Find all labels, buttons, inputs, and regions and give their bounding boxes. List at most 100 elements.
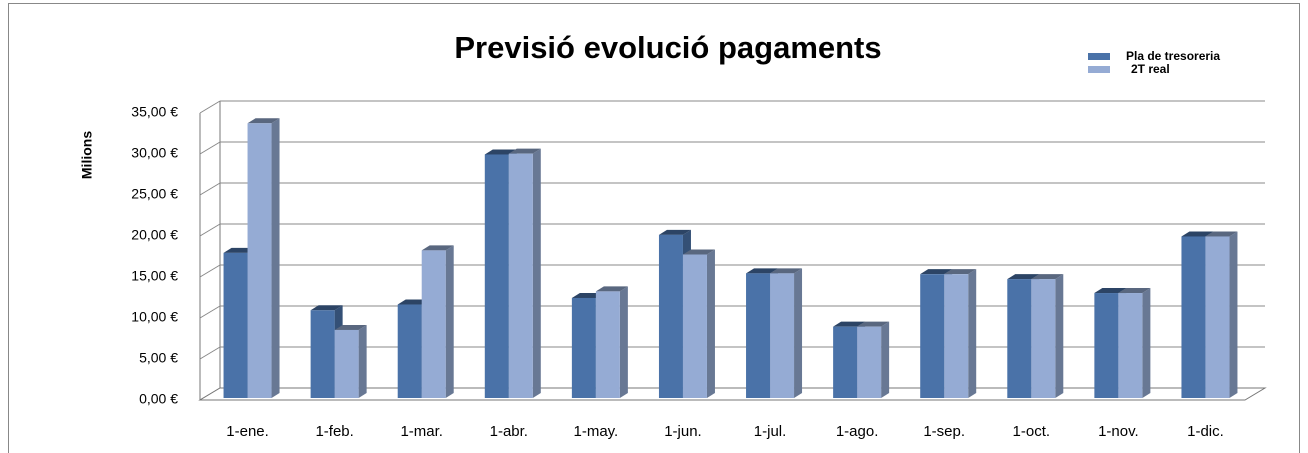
y-tick-label: 20,00 €: [131, 227, 178, 243]
bar: [334, 324, 367, 398]
bar: [682, 249, 715, 398]
bar-side: [358, 324, 367, 398]
bar-front: [682, 254, 707, 398]
bar-side: [445, 245, 454, 398]
bar-front: [1031, 279, 1056, 398]
bar-front: [484, 154, 509, 398]
x-tick-label: 1-jul.: [754, 423, 787, 440]
grid-line-side: [199, 182, 221, 196]
bar: [247, 118, 280, 399]
bar-top: [944, 269, 977, 275]
bar-side: [532, 148, 541, 398]
bar-top: [310, 305, 343, 311]
bar-front: [1007, 279, 1032, 398]
x-tick-label: 1-mar.: [400, 423, 443, 440]
bar-top: [508, 148, 541, 154]
bar-side: [1142, 288, 1151, 398]
x-tick-label: 1-oct.: [1013, 423, 1051, 440]
y-tick-label: 0,00 €: [139, 391, 178, 407]
x-tick-label: 1-ago.: [836, 423, 879, 440]
bar-front: [397, 304, 422, 398]
bar: [1205, 231, 1238, 398]
bar-front: [746, 273, 771, 398]
bar-front: [247, 123, 272, 399]
bar-top: [833, 321, 866, 327]
bar-front: [508, 153, 533, 398]
bar-side: [1229, 231, 1238, 398]
grid-line-side: [199, 100, 221, 114]
bar-front: [223, 252, 248, 398]
y-tick-label: 5,00 €: [139, 350, 178, 366]
bar-top: [1181, 231, 1214, 237]
grid-line-side: [199, 141, 221, 155]
bar-top: [682, 249, 715, 255]
x-tick-label: 1-may.: [574, 423, 619, 440]
y-tick-label: 15,00 €: [131, 268, 178, 284]
bar-side: [881, 321, 890, 398]
bar-front: [770, 273, 795, 398]
y-axis-label: Milions: [79, 131, 95, 179]
bar-top: [1094, 288, 1127, 294]
bar-top: [857, 321, 890, 327]
bar-front: [833, 326, 858, 398]
x-tick-label: 1-nov.: [1098, 423, 1139, 440]
grid-line-side: [199, 305, 221, 319]
y-tick-label: 25,00 €: [131, 186, 178, 202]
bar-top: [658, 229, 691, 235]
bar: [595, 286, 628, 398]
bar-top: [920, 269, 953, 275]
x-tick-label: 1-jun.: [664, 423, 702, 440]
bar-top: [1031, 274, 1064, 280]
chart-title: Previsió evolució pagaments: [454, 30, 881, 65]
bar: [944, 269, 977, 398]
bar-top: [1118, 288, 1151, 294]
x-tick-label: 1-abr.: [490, 423, 528, 440]
floor: [198, 387, 1267, 401]
bar-side: [706, 249, 715, 398]
bar-side: [619, 286, 628, 398]
bar-top: [746, 268, 779, 274]
bar-side: [794, 268, 803, 398]
bar-front: [334, 329, 359, 398]
x-tick-label: 1-dic.: [1187, 423, 1224, 440]
legend-label: Pla de tresoreria: [1126, 49, 1220, 63]
bar-front: [310, 310, 335, 398]
bar-top: [334, 324, 367, 330]
bar-top: [595, 286, 628, 292]
bar: [421, 245, 454, 398]
y-tick-label: 35,00 €: [131, 104, 178, 120]
bar: [508, 148, 541, 398]
x-tick-label: 1-sep.: [923, 423, 965, 440]
bar-front: [1205, 236, 1230, 398]
legend-swatch: [1088, 53, 1110, 60]
legend-label: 2T real: [1131, 62, 1170, 76]
bar-top: [484, 149, 517, 155]
bar-front: [571, 297, 596, 398]
bar: [857, 321, 890, 398]
bar-front: [1118, 293, 1143, 398]
grid-line-side: [199, 346, 221, 360]
y-tick-label: 30,00 €: [131, 145, 178, 161]
grid-line-side: [199, 223, 221, 237]
bar-front: [857, 326, 882, 398]
bar-front: [658, 234, 683, 398]
bar-top: [421, 245, 454, 251]
bar-top: [1205, 231, 1238, 237]
legend-swatch: [1088, 66, 1110, 73]
bar: [310, 305, 343, 398]
y-tick-label: 10,00 €: [131, 309, 178, 325]
x-tick-label: 1-feb.: [315, 423, 353, 440]
back-wall: [220, 101, 1265, 388]
bar-side: [968, 269, 977, 398]
bar: [770, 268, 803, 398]
bar: [1031, 274, 1064, 398]
bar-top: [770, 268, 803, 274]
bar-front: [595, 291, 620, 398]
bar: [1118, 288, 1151, 398]
bar-front: [944, 274, 969, 398]
bar-side: [271, 118, 280, 399]
bar-front: [1094, 293, 1119, 398]
bar-top: [1007, 274, 1040, 280]
bar-front: [421, 250, 446, 398]
